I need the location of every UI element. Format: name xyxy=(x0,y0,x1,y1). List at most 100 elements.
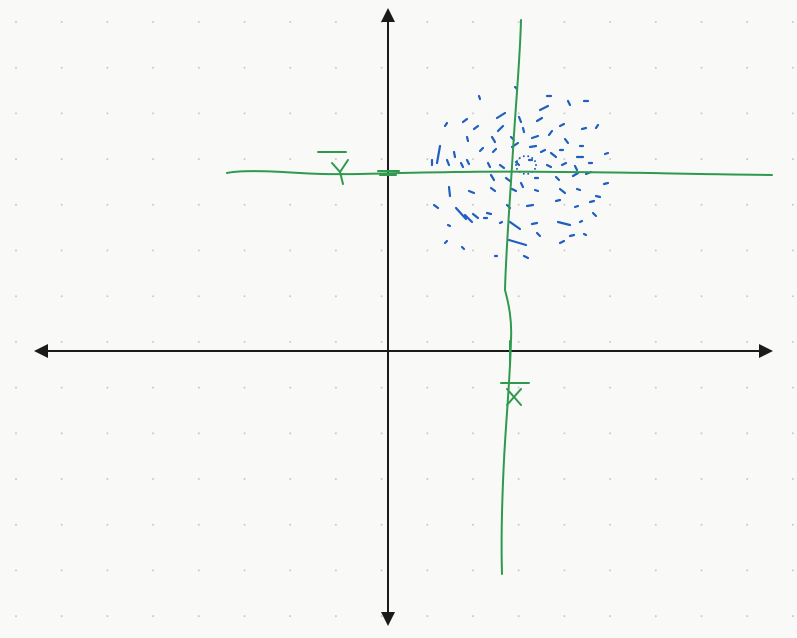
grid-dot xyxy=(791,21,794,23)
grid-dot xyxy=(746,112,749,115)
grid-dot xyxy=(289,203,292,206)
mean-y-label xyxy=(317,151,349,185)
scatter-mark xyxy=(602,181,610,186)
scatter-mark xyxy=(461,117,469,124)
scatter-mark xyxy=(547,129,554,137)
grid-dot xyxy=(15,615,17,618)
grid-dot xyxy=(152,432,155,435)
scatter-mark xyxy=(534,167,536,170)
grid-dot xyxy=(426,112,429,115)
scatter-mark xyxy=(533,188,540,193)
scatter-mark xyxy=(527,155,530,158)
scatter-mark xyxy=(588,199,596,204)
scatter-mark xyxy=(538,104,550,112)
grid-dot xyxy=(791,523,794,526)
scatter-mark xyxy=(558,122,566,128)
mean-y-line xyxy=(226,170,773,176)
grid-dot xyxy=(426,203,429,206)
grid-dot xyxy=(15,340,17,343)
grid-dot xyxy=(106,478,109,480)
scatter-mark xyxy=(504,176,512,183)
grid-dot xyxy=(60,158,63,161)
scatter-mark xyxy=(490,135,497,144)
grid-dot xyxy=(426,66,429,69)
grid-dot xyxy=(15,112,17,115)
grid-dot xyxy=(106,615,109,618)
grid-dot xyxy=(152,112,155,115)
grid-dot xyxy=(517,112,520,115)
grid-dot xyxy=(426,21,429,23)
scatter-mark xyxy=(535,116,544,123)
scatter-mark xyxy=(478,146,485,153)
scatter-mark xyxy=(563,137,570,145)
grid-dot xyxy=(334,249,337,252)
grid-dot xyxy=(243,203,246,206)
grid-dot xyxy=(15,523,17,526)
grid-dot xyxy=(15,66,17,69)
grid-dot xyxy=(609,158,612,161)
scatter-mark xyxy=(522,172,525,175)
grid-dot xyxy=(700,295,703,298)
dot-grid xyxy=(15,21,794,618)
scatter-mark xyxy=(435,144,442,165)
grid-dot xyxy=(563,615,566,618)
grid-dot xyxy=(746,432,749,435)
grid-dot xyxy=(746,203,749,206)
grid-dot xyxy=(152,249,155,252)
grid-dot xyxy=(563,203,566,206)
grid-dot xyxy=(60,523,63,526)
grid-dot xyxy=(563,523,566,526)
grid-dot xyxy=(334,478,337,480)
scatter-mark xyxy=(519,181,525,189)
grid-dot xyxy=(334,386,337,389)
grid-dot xyxy=(746,478,749,480)
grid-dot xyxy=(563,249,566,252)
grid-dot xyxy=(563,66,566,69)
grid-dot xyxy=(654,158,657,161)
grid-dot xyxy=(654,432,657,435)
grid-dot xyxy=(517,615,520,618)
grid-dot xyxy=(472,249,474,252)
grid-dot xyxy=(289,21,292,23)
grid-dot xyxy=(243,295,246,298)
grid-dot xyxy=(472,66,474,69)
grid-dot xyxy=(106,386,109,389)
mean-x-line xyxy=(500,19,522,575)
scatter-mark xyxy=(594,194,602,199)
grid-dot xyxy=(152,340,155,343)
grid-dot xyxy=(289,386,292,389)
grid-dot xyxy=(197,21,200,23)
grid-dot xyxy=(243,386,246,389)
mean-x-label xyxy=(500,382,530,406)
grid-dot xyxy=(563,340,566,343)
grid-dot xyxy=(15,569,17,572)
grid-dot xyxy=(517,432,520,435)
grid-dot xyxy=(60,21,63,23)
grid-dot xyxy=(654,295,657,298)
grid-dot xyxy=(654,112,657,115)
grid-dot xyxy=(197,112,200,115)
grid-dot xyxy=(15,249,17,252)
grid-dot xyxy=(472,523,474,526)
scatter-mark xyxy=(518,157,521,159)
grid-dot xyxy=(517,203,520,206)
scatter-mark xyxy=(558,239,566,245)
grid-dot xyxy=(563,21,566,23)
grid-dot xyxy=(106,112,109,115)
grid-dot xyxy=(243,615,246,618)
grid-dot xyxy=(197,295,200,298)
grid-dot xyxy=(380,569,383,572)
grid-dot xyxy=(746,340,749,343)
grid-dot xyxy=(791,295,794,298)
grid-dot xyxy=(197,432,200,435)
grid-dot xyxy=(563,295,566,298)
grid-dot xyxy=(197,249,200,252)
grid-dot xyxy=(380,112,383,115)
scatter-mark xyxy=(507,238,528,247)
grid-dot xyxy=(334,569,337,572)
grid-dot xyxy=(152,615,155,618)
grid-dot xyxy=(60,340,63,343)
scatter-mark xyxy=(530,221,539,226)
grid-dot xyxy=(609,112,612,115)
